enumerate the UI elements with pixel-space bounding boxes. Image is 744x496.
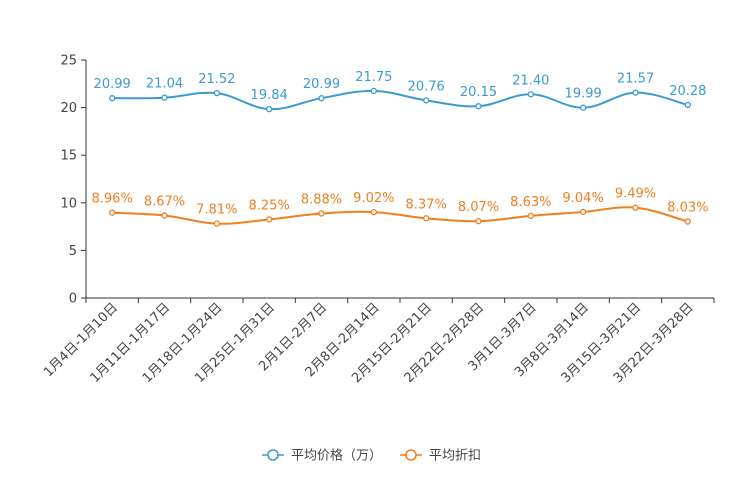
data-point[interactable] (684, 218, 691, 225)
data-label: 9.02% (353, 191, 394, 206)
data-point[interactable] (109, 209, 116, 216)
legend-marker-icon (405, 449, 417, 461)
data-label: 21.04 (146, 77, 183, 92)
series-lines (112, 89, 689, 225)
data-label: 7.81% (196, 203, 237, 218)
data-point[interactable] (527, 212, 534, 219)
data-point[interactable] (266, 216, 273, 223)
data-point[interactable] (423, 97, 430, 104)
data-point[interactable] (632, 204, 639, 211)
data-label: 21.57 (617, 72, 654, 87)
data-label: 8.63% (510, 195, 551, 210)
y-tick-label: 25 (60, 54, 77, 69)
data-point[interactable] (266, 105, 273, 113)
data-label: 20.15 (460, 85, 497, 100)
data-point[interactable] (580, 104, 587, 111)
series-line-1 (112, 89, 689, 111)
data-point[interactable] (475, 218, 482, 225)
data-point[interactable] (632, 89, 639, 96)
data-label: 9.49% (615, 187, 656, 202)
data-label: 20.99 (94, 77, 131, 92)
data-point[interactable] (684, 101, 691, 109)
data-label: 8.37% (406, 197, 447, 212)
y-tick-label: 15 (60, 149, 77, 164)
data-label: 21.40 (512, 73, 549, 88)
data-label: 20.28 (669, 84, 706, 99)
data-point[interactable] (423, 215, 430, 222)
data-label: 19.99 (565, 87, 602, 102)
data-point[interactable] (213, 89, 220, 97)
y-tick-label: 20 (60, 101, 77, 116)
data-point[interactable] (318, 210, 325, 217)
data-point[interactable] (370, 87, 377, 95)
legend-label: 平均折扣 (429, 449, 481, 464)
data-label: 8.67% (144, 194, 185, 209)
y-tick-label: 5 (69, 244, 77, 259)
data-label: 9.04% (563, 191, 604, 206)
data-label: 20.99 (303, 77, 340, 92)
data-point[interactable] (161, 212, 168, 219)
y-tick-label: 0 (69, 292, 77, 307)
data-point[interactable] (109, 95, 116, 102)
data-point[interactable] (580, 208, 587, 216)
data-label: 8.88% (301, 192, 342, 207)
data-label: 8.07% (458, 200, 499, 215)
data-point[interactable] (213, 220, 220, 227)
legend-label: 平均价格（万） (291, 448, 382, 464)
x-axis-ticks: 1月4日-1月10日1月11日-1月17日1月18日-1月24日1月25日-1月… (41, 298, 715, 386)
data-label: 8.03% (667, 201, 708, 216)
data-label: 8.25% (249, 198, 290, 213)
data-label: 8.96% (92, 192, 133, 207)
data-label: 21.52 (198, 72, 235, 87)
data-label: 21.75 (355, 70, 392, 85)
legend-marker-icon (267, 449, 279, 461)
data-labels: 20.99 21.04 21.52 19.84 20.99 21.75 20.76 20.15… (92, 70, 709, 218)
data-point[interactable] (475, 103, 482, 110)
y-axis-ticks: 0 5 10 15 20 25 (60, 54, 86, 307)
legend-item-2[interactable]: 平均折扣 (400, 449, 481, 464)
data-point[interactable] (318, 95, 325, 102)
legend-item-1[interactable]: 平均价格（万） (262, 448, 382, 464)
legend[interactable]: 平均价格（万） 平均折扣 (262, 448, 481, 464)
data-point[interactable] (161, 94, 168, 101)
series-points (109, 87, 691, 227)
data-point[interactable] (527, 91, 534, 98)
data-label: 19.84 (251, 88, 288, 103)
data-point[interactable] (370, 208, 377, 216)
y-tick-label: 10 (60, 196, 77, 211)
series-line-2 (112, 206, 689, 225)
data-label: 20.76 (408, 79, 445, 94)
